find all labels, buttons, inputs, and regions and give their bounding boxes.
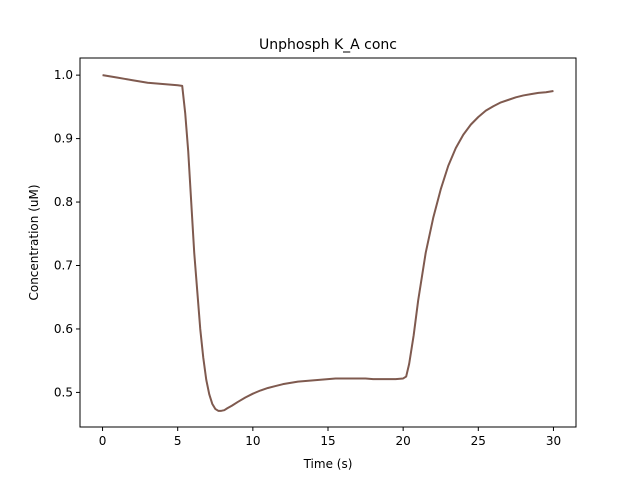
x-tick-label: 20 [396,434,411,448]
plot-frame [79,57,577,428]
chart-title: Unphosph K_A conc [259,37,397,53]
y-tick-label: 0.5 [54,385,73,399]
y-axis-ticks: 0.5 0.6 0.7 0.8 0.9 1.0 [54,68,80,399]
y-axis-label: Concentration (uM) [27,184,41,300]
y-tick-label: 0.9 [54,132,73,146]
y-tick-label: 0.8 [54,195,73,209]
x-tick-label: 25 [471,434,486,448]
plot-area [80,58,576,427]
x-tick-label: 10 [245,434,260,448]
y-tick-label: 1.0 [54,68,73,82]
x-tick-label: 30 [546,434,561,448]
y-tick-label: 0.7 [54,259,73,273]
y-tick-label: 0.6 [54,322,73,336]
x-axis-label: Time (s) [303,457,353,471]
series-line [102,74,554,412]
x-axis-ticks: 0 5 10 15 20 25 30 [99,427,561,448]
x-tick-label: 5 [174,434,182,448]
x-tick-label: 15 [320,434,335,448]
x-tick-label: 0 [99,434,107,448]
